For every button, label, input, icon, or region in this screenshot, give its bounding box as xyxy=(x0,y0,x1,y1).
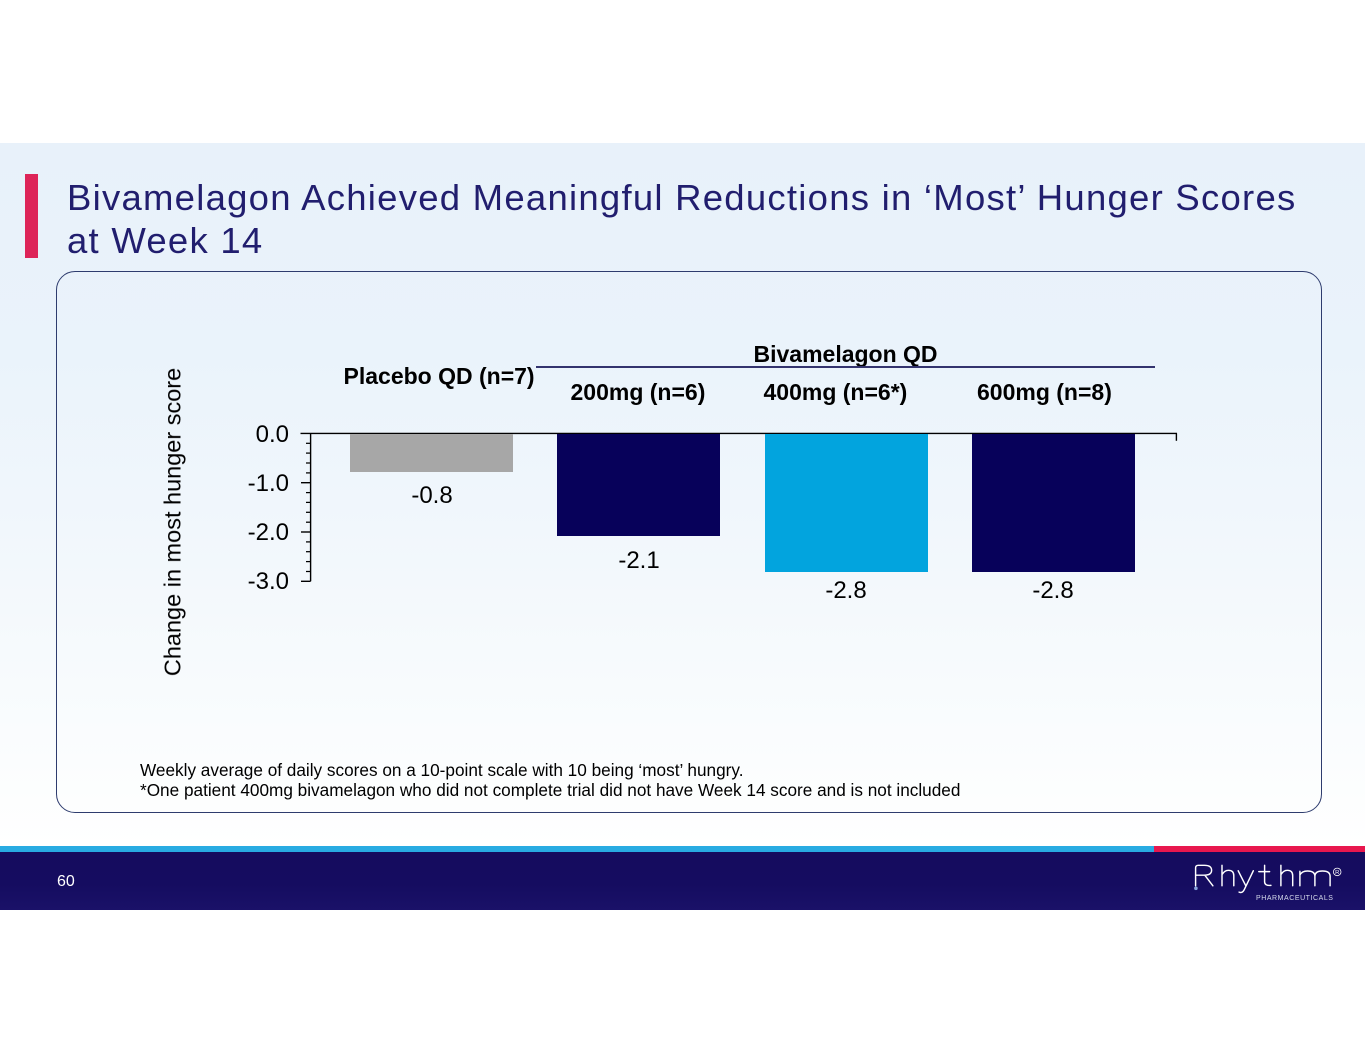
svg-text:R: R xyxy=(1335,870,1339,876)
svg-text:PHARMACEUTICALS: PHARMACEUTICALS xyxy=(1256,895,1333,902)
